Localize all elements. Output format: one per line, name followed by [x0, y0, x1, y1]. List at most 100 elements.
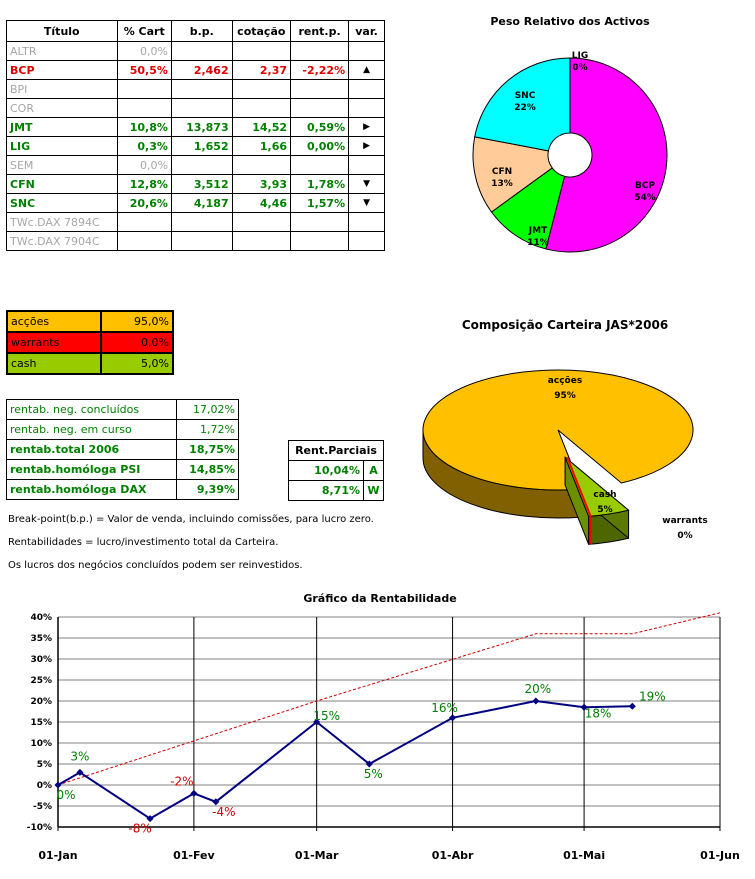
rentab-table: rentab. neg. concluídos 17,02% rentab. neg…: [6, 399, 239, 500]
holding-bp: [170, 41, 233, 61]
holding-title: BPI: [6, 79, 118, 99]
note-lucros: Os lucros dos negócios concluídos podem …: [8, 560, 303, 571]
holdings-header-row: Título % Cart b.p. cotação rent.p. var.: [6, 20, 385, 42]
holdings-row: LIG 0,3% 1,652 1,66 0,00% ▶: [6, 136, 385, 156]
rent-parciais-table: Rent.Parciais 10,04% A 8,71% W: [288, 440, 384, 501]
holding-title: COR: [6, 98, 118, 118]
line-y-tick: 0%: [37, 781, 52, 791]
col-var: var.: [348, 20, 385, 42]
line-title: Gráfico da Rentabilidade: [303, 592, 457, 605]
holding-bp: [170, 231, 233, 251]
pie1-value-label: 22%: [514, 103, 536, 113]
line-data-label: 16%: [431, 701, 458, 715]
holding-bp: [170, 155, 233, 175]
holdings-row: BPI: [6, 79, 385, 99]
holding-rent: [290, 79, 350, 99]
holding-cart: 50,5%: [116, 60, 172, 80]
pie1-slice-jmt: [490, 167, 566, 250]
allocation-label: cash: [5, 352, 103, 375]
rentab-row: rentab.homóloga PSI 14,85%: [6, 459, 239, 480]
holding-bp: [170, 98, 233, 118]
note-rentabilidades: Rentabilidades = lucro/investimento tota…: [8, 537, 279, 548]
holding-title: LIG: [6, 136, 118, 156]
holding-rent: 1,57%: [290, 193, 350, 213]
holding-cotacao: [231, 212, 292, 232]
allocation-row: warrants 0,0%: [5, 331, 174, 354]
allocation-value: 5,0%: [100, 352, 174, 375]
holding-rent: 0,59%: [290, 117, 350, 137]
pie2-value-label: 95%: [554, 391, 576, 401]
rent-parciais-row: 10,04% A: [288, 460, 384, 481]
holding-cotacao: [231, 41, 292, 61]
line-y-tick: 15%: [30, 718, 52, 728]
line-point: [313, 718, 321, 726]
line-x-tick: 01-Fev: [173, 849, 215, 862]
holding-cotacao: [231, 79, 292, 99]
line-data-label: -4%: [212, 805, 235, 819]
line-x-tick: 01-Mar: [295, 849, 339, 862]
pie1-label: CFN: [492, 167, 512, 177]
holding-title: SEM: [6, 155, 118, 175]
pie2-value-label: 0%: [677, 531, 692, 541]
line-x-tick: 01-Mai: [563, 849, 605, 862]
rent-parciais-tag: W: [363, 480, 384, 501]
holding-title: JMT: [6, 117, 118, 137]
pie1-value-label: 13%: [491, 179, 513, 189]
line-y-tick: -5%: [33, 802, 52, 812]
holding-cotacao: 3,93: [231, 174, 292, 194]
rentab-label: rentab. neg. em curso: [6, 419, 177, 440]
line-point: [580, 703, 588, 711]
holding-rent: [290, 98, 350, 118]
holdings-row: COR: [6, 98, 385, 118]
pie1-slice-cfn: [472, 136, 553, 213]
line-point: [628, 702, 636, 710]
holdings-row: JMT 10,8% 13,873 14,52 0,59% ▶: [6, 117, 385, 137]
holding-title: TWc.DAX 7904C: [6, 231, 118, 251]
allocation-label: warrants: [5, 331, 103, 354]
pie1-label: JMT: [528, 226, 548, 236]
holding-cotacao: [231, 231, 292, 251]
holdings-row: BCP 50,5% 2,462 2,37 -2,22% ▲: [6, 60, 385, 80]
holding-title: SNC: [6, 193, 118, 213]
holding-cart: [116, 98, 172, 118]
line-point: [54, 781, 62, 789]
note-breakpoint: Break-point(b.p.) = Valor de venda, incl…: [8, 514, 374, 525]
holding-cart: [116, 231, 172, 251]
holding-rent: 0,00%: [290, 136, 350, 156]
holding-cotacao: 2,37: [231, 60, 292, 80]
line-y-tick: 25%: [30, 676, 52, 686]
pie2-slice-acoes: [422, 369, 694, 491]
holding-cart: 0,3%: [116, 136, 172, 156]
line-y-tick: 30%: [30, 655, 52, 665]
rentab-value: 18,75%: [176, 439, 239, 460]
holding-var: [348, 212, 385, 232]
rent-parciais-header: Rent.Parciais: [288, 440, 384, 461]
pie2-label: warrants: [662, 516, 707, 526]
col-rent: rent.p.: [290, 20, 350, 42]
holding-cart: [116, 79, 172, 99]
holding-bp: 2,462: [170, 60, 233, 80]
rentab-row: rentab.homóloga DAX 9,39%: [6, 479, 239, 500]
holding-var: [348, 155, 385, 175]
line-data-label: 5%: [364, 767, 383, 781]
line-y-tick: -10%: [27, 823, 52, 833]
holdings-row: TWc.DAX 7894C: [6, 212, 385, 232]
rent-parciais-value: 8,71%: [288, 480, 364, 501]
holding-bp: 4,187: [170, 193, 233, 213]
rent-parciais-tag: A: [363, 460, 384, 481]
pie1-label: LIG: [572, 51, 588, 61]
pie2-chart: acções 95% cash 5% warrants 0%: [422, 369, 708, 545]
line-series-rentab: [57, 699, 633, 820]
holding-var: [348, 79, 385, 99]
holding-bp: 13,873: [170, 117, 233, 137]
pie1-label: SNC: [515, 91, 536, 101]
rentab-row: rentab.total 2006 18,75%: [6, 439, 239, 460]
holding-title: BCP: [6, 60, 118, 80]
holding-title: ALTR: [6, 41, 118, 61]
line-data-label: 18%: [585, 706, 612, 720]
allocation-table: acções 95,0% warrants 0,0% cash 5,0%: [5, 310, 174, 375]
line-y-tick: 5%: [37, 760, 52, 770]
holding-bp: [170, 212, 233, 232]
holding-rent: 1,78%: [290, 174, 350, 194]
holdings-table: Título % Cart b.p. cotação rent.p. var. …: [6, 20, 385, 251]
